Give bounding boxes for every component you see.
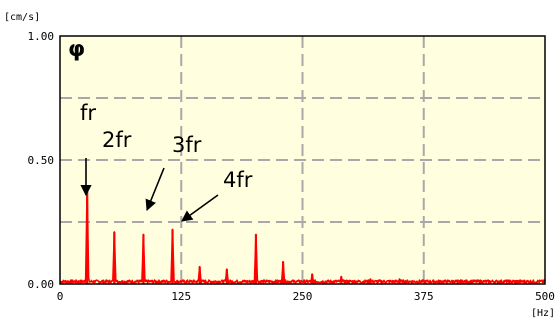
x-axis-unit-label: [Hz]: [531, 308, 555, 319]
corner-symbol: φ: [68, 37, 85, 62]
annotations: fr 2fr 3fr 4fr: [80, 101, 253, 222]
x-tick-label-4: 500: [535, 290, 555, 303]
arrow-4fr: [181, 194, 219, 222]
x-tick-label-0: 0: [57, 290, 64, 303]
x-tick-label-3: 375: [414, 290, 434, 303]
y-tick-labels: 0.00 0.50 1.00: [28, 30, 55, 291]
x-tick-labels: 0 125 250 375 500: [57, 290, 555, 303]
y-tick-label-0: 0.00: [28, 278, 55, 291]
annotation-fr: fr: [80, 101, 96, 125]
annotation-4fr: 4fr: [223, 168, 253, 192]
peak-points: [86, 187, 518, 284]
plot-frame: [59, 35, 546, 285]
annotation-3fr: 3fr: [172, 133, 202, 157]
y-tick-label-1: 0.50: [28, 154, 55, 167]
grid-lines: [60, 36, 545, 284]
x-tick-label-2: 250: [293, 290, 313, 303]
y-tick-label-2: 1.00: [28, 30, 55, 43]
arrow-3fr: [145, 167, 165, 212]
y-axis-unit-label: [cm/s]: [4, 12, 40, 23]
series-line: [59, 186, 546, 284]
annotation-2fr: 2fr: [102, 128, 132, 152]
x-tick-label-1: 125: [171, 290, 191, 303]
